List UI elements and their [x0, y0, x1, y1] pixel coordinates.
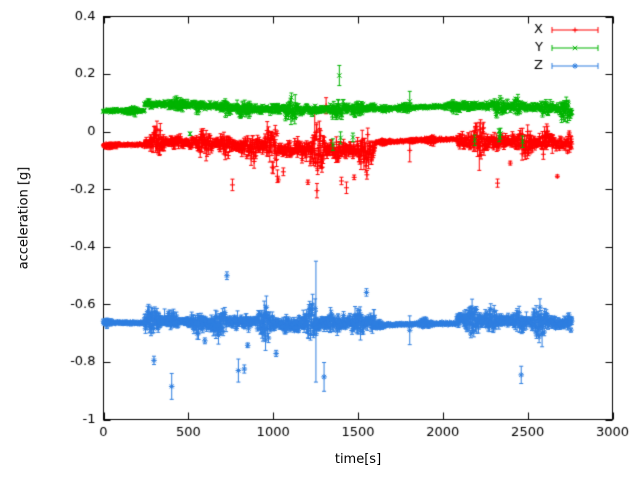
x-axis-label: time[s] — [334, 452, 382, 467]
y-axis-label: acceleration [g] — [16, 166, 32, 270]
